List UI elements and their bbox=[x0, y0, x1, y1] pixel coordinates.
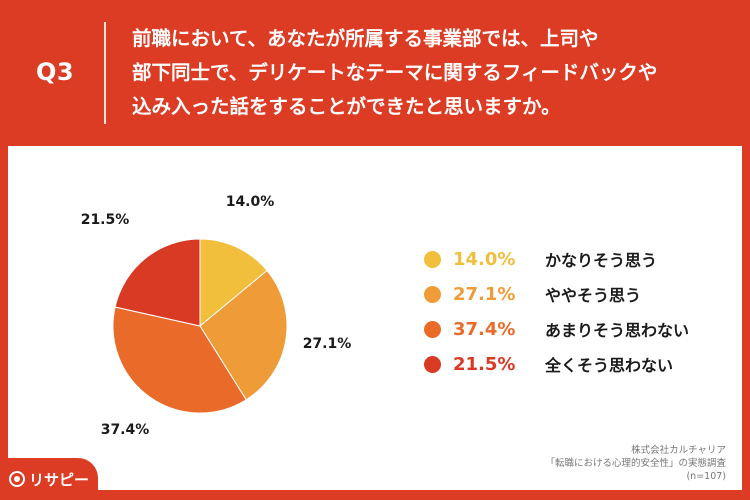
legend: 14.0% かなりそう思う 27.1% ややそう思う 37.4% あまりそう思わ… bbox=[424, 242, 689, 382]
legend-label: 全くそう思わない bbox=[545, 356, 674, 375]
legend-percent: 14.0% bbox=[453, 248, 516, 270]
legend-label: あまりそう思わない bbox=[545, 321, 690, 340]
legend-item: 14.0% かなりそう思う bbox=[424, 242, 689, 276]
legend-swatch bbox=[424, 355, 441, 373]
question-line: 前職において、あなたが所属する事業部では、上司や bbox=[132, 27, 599, 50]
brand-name: リサピー bbox=[29, 470, 90, 489]
legend-item: 37.4% あまりそう思わない bbox=[424, 312, 689, 346]
pie-data-label: 27.1% bbox=[303, 336, 352, 352]
source-survey: 「転職における心理的安全性」の実態調査 bbox=[545, 458, 726, 469]
pie-data-label: 14.0% bbox=[226, 194, 275, 210]
header-divider bbox=[104, 22, 106, 124]
legend-label: かなりそう思う bbox=[545, 251, 658, 270]
legend-label: ややそう思う bbox=[545, 286, 642, 305]
legend-percent: 21.5% bbox=[453, 353, 516, 375]
question-number: Q3 bbox=[36, 58, 75, 86]
brand-logo: リサピー bbox=[0, 458, 98, 500]
sample-size: (n=107) bbox=[686, 471, 726, 482]
pie-chart: 14.0% 27.1% 37.4% 21.5% bbox=[81, 194, 352, 438]
pie-slice bbox=[199, 238, 268, 328]
pie-data-label: 21.5% bbox=[81, 212, 130, 228]
pie-slice bbox=[199, 269, 288, 401]
pie-data-label: 37.4% bbox=[101, 422, 150, 438]
legend-swatch bbox=[424, 320, 441, 338]
source-company: 株式会社カルチャリア bbox=[631, 445, 726, 456]
header: Q3 前職において、あなたが所属する事業部では、上司や 部下同士で、デリケートな… bbox=[0, 0, 750, 146]
legend-swatch bbox=[424, 250, 441, 268]
pie-slice bbox=[112, 306, 247, 414]
legend-swatch bbox=[424, 285, 441, 303]
source-note: 株式会社カルチャリア 「転職における心理的安全性」の実態調査 (n=107) bbox=[545, 444, 726, 483]
legend-percent: 27.1% bbox=[453, 283, 516, 305]
legend-item: 21.5% 全くそう思わない bbox=[424, 347, 689, 381]
pie-slice bbox=[114, 238, 201, 327]
question-line: 部下同士で、デリケートなテーマに関するフィードバックや bbox=[132, 61, 658, 84]
location-pin-icon bbox=[9, 471, 25, 487]
question-line: 込み入った話をすることができたと思いますか。 bbox=[132, 95, 561, 118]
legend-item: 27.1% ややそう思う bbox=[424, 277, 689, 311]
question-text: 前職において、あなたが所属する事業部では、上司や 部下同士で、デリケートなテーマ… bbox=[132, 22, 732, 124]
legend-percent: 37.4% bbox=[453, 318, 516, 340]
chart-panel: 14.0% 27.1% 37.4% 21.5% 14.0% かなりそう思う 27.1%… bbox=[8, 146, 742, 490]
